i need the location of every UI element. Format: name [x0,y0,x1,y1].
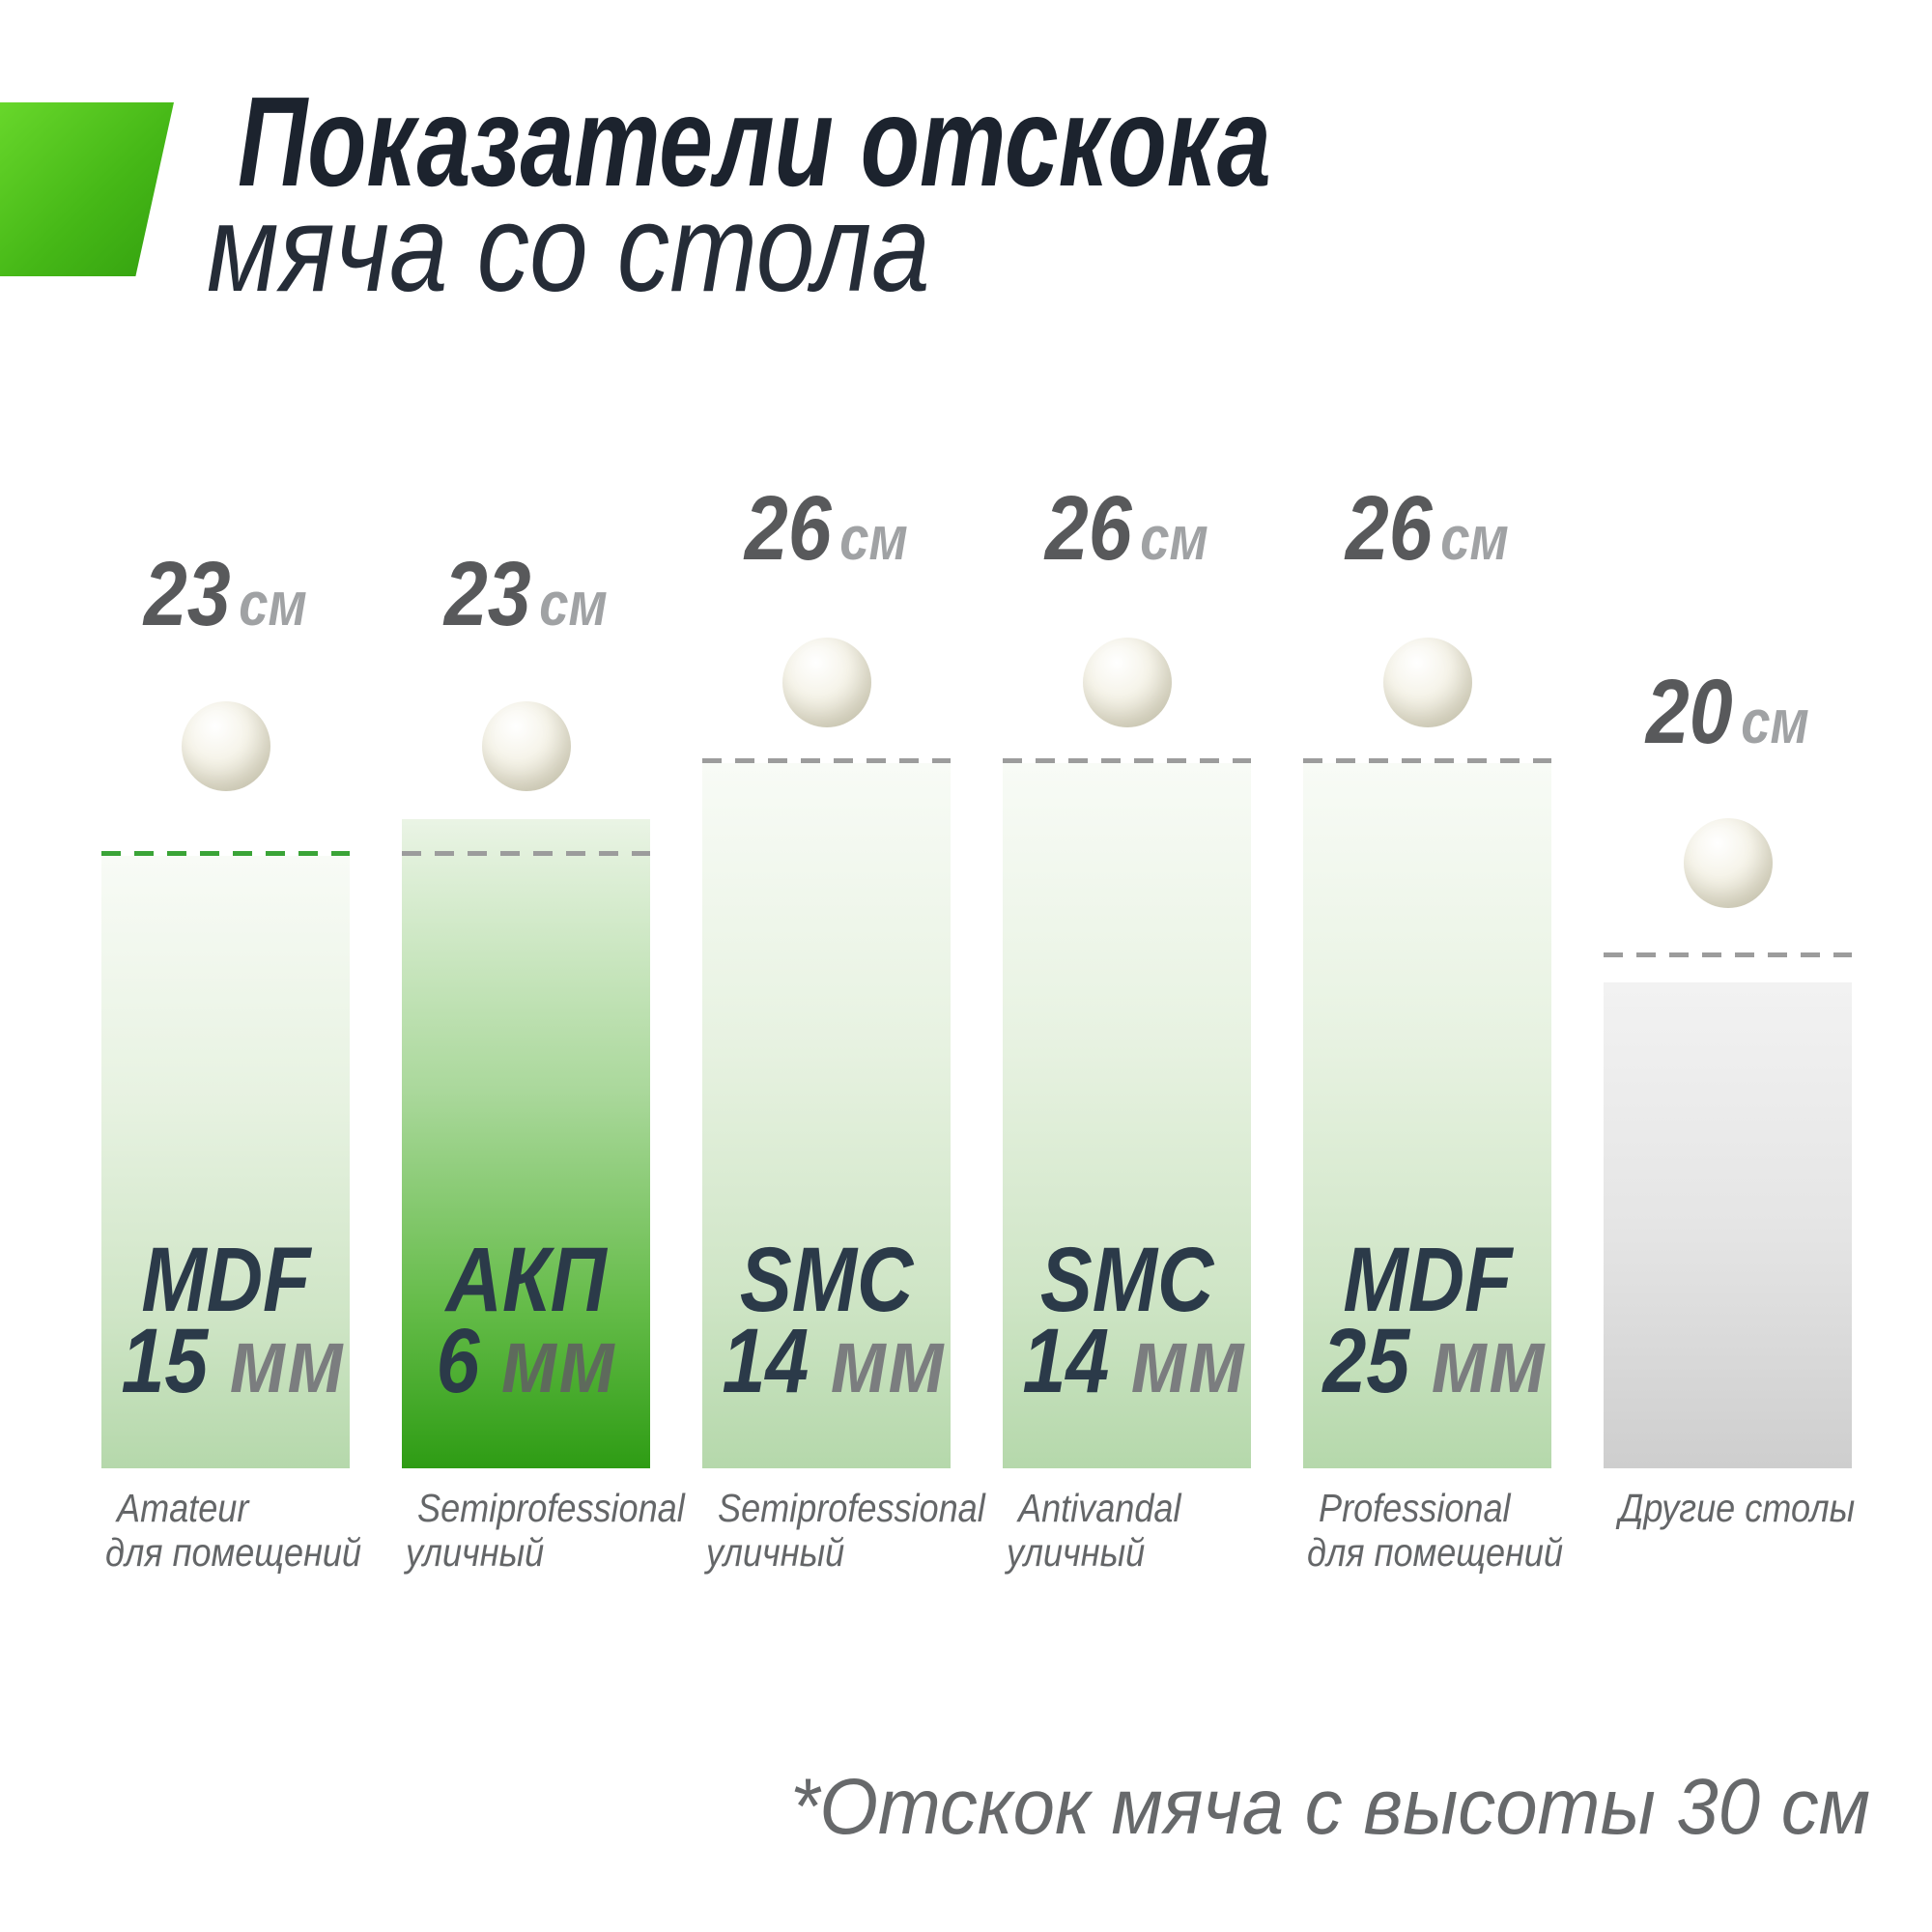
bar-fill [1303,763,1551,1468]
bounce-height-label: 23 см [402,549,650,640]
bar-fill [702,763,951,1468]
category-label: Semiprofessional уличный [406,1486,722,1575]
material-name: MDF [1343,1229,1512,1331]
material-name: SMC [1039,1229,1214,1331]
bounce-line [101,851,350,856]
thickness-value: 15 [121,1310,209,1412]
bar-group-mdf15: 23 см MDF 15 мм Amateur для помещений [101,0,361,1932]
ball-icon [1683,818,1773,908]
bounce-value: 23 [444,543,531,645]
thickness-unit: мм [229,1310,346,1412]
category-line1: Professional [1319,1486,1511,1530]
ball-icon [481,701,571,791]
category-line2: для помещений [1307,1530,1564,1575]
bar-fill [402,819,650,1468]
bounce-unit: см [239,569,307,639]
bounce-unit: см [1440,503,1509,573]
thickness-value: 6 [436,1310,479,1412]
bounce-line [1303,758,1551,763]
material-name: АКП [445,1229,607,1331]
bounce-line [1604,952,1852,957]
material-label: АКП 6 мм [402,1229,650,1407]
thickness-value: 14 [722,1310,810,1412]
bounce-value: 20 [1646,661,1733,763]
category-line1: Другие столы [1619,1486,1856,1530]
bounce-unit: см [539,569,608,639]
bounce-height-label: 26 см [1303,483,1551,575]
ball-icon [1082,638,1172,727]
page-subtitle: мяча со стола [207,180,1058,318]
bounce-height-label: 23 см [101,549,350,640]
category-line2: уличный [1007,1530,1146,1575]
bounce-value: 26 [1045,477,1132,580]
bar-group-smc14-anti: 26 см SMC 14 мм Antivandal уличный [1003,0,1251,1932]
bounce-unit: см [1140,503,1208,573]
footnote-text: *Отскок мяча с высоты 30 см [790,1763,1871,1851]
thickness-unit: мм [1431,1310,1548,1412]
ball-icon [1382,638,1472,727]
bounce-height-label: 26 см [702,483,951,575]
category-line2: уличный [706,1530,845,1575]
page-title: Показатели отскока [238,71,1597,212]
bar-group-other-tables: 20 см Другие столы [1604,0,1855,1932]
thickness-value: 14 [1022,1310,1110,1412]
bounce-unit: см [1741,687,1809,756]
category-line1: Amateur [117,1486,249,1530]
page-title-text: Показатели отскока [238,71,1271,213]
bounce-height-label: 26 см [1003,483,1251,575]
bar-fill [1003,763,1251,1468]
page-subtitle-text: мяча со стола [207,180,930,318]
thickness-unit: мм [1130,1310,1247,1412]
material-label: MDF 15 мм [101,1229,350,1407]
ball-icon [181,701,270,791]
category-label: Semiprofessional уличный [706,1486,1022,1575]
material-label: MDF 25 мм [1303,1229,1551,1407]
category-line2: уличный [406,1530,545,1575]
material-label: SMC 14 мм [1003,1229,1251,1407]
bounce-value: 26 [1346,477,1433,580]
thickness-unit: мм [500,1310,616,1412]
bar-fill [1604,982,1852,1468]
bounce-unit: см [839,503,908,573]
bar-fill [101,856,350,1468]
bar-group-smc14-semi: 26 см SMC 14 мм Semiprofessional уличный [702,0,985,1932]
bar-group-akp6: 23 см АКП 6 мм Semiprofessional уличный [402,0,685,1932]
category-line1: Semiprofessional [417,1486,685,1530]
bar-group-mdf25: 26 см MDF 25 мм Professional для помещени… [1303,0,1563,1932]
category-label: Amateur для помещений [105,1486,396,1575]
material-label: SMC 14 мм [702,1229,951,1407]
material-name: MDF [141,1229,310,1331]
category-line1: Antivandal [1018,1486,1181,1530]
footnote: *Отскок мяча с высоты 30 см [790,1763,1927,1851]
bounce-value: 26 [745,477,832,580]
bounce-line [402,851,650,856]
material-name: SMC [739,1229,914,1331]
category-line2: для помещений [105,1530,362,1575]
bounce-line [702,758,951,763]
category-label: Antivandal уличный [1007,1486,1203,1575]
bounce-value: 23 [144,543,231,645]
thickness-unit: мм [830,1310,947,1412]
bounce-height-label: 20 см [1604,667,1852,758]
thickness-value: 25 [1322,1310,1410,1412]
ball-icon [781,638,871,727]
bounce-line [1003,758,1251,763]
category-line1: Semiprofessional [718,1486,985,1530]
category-label: Другие столы [1607,1486,1887,1575]
category-label: Professional для помещений [1307,1486,1598,1575]
